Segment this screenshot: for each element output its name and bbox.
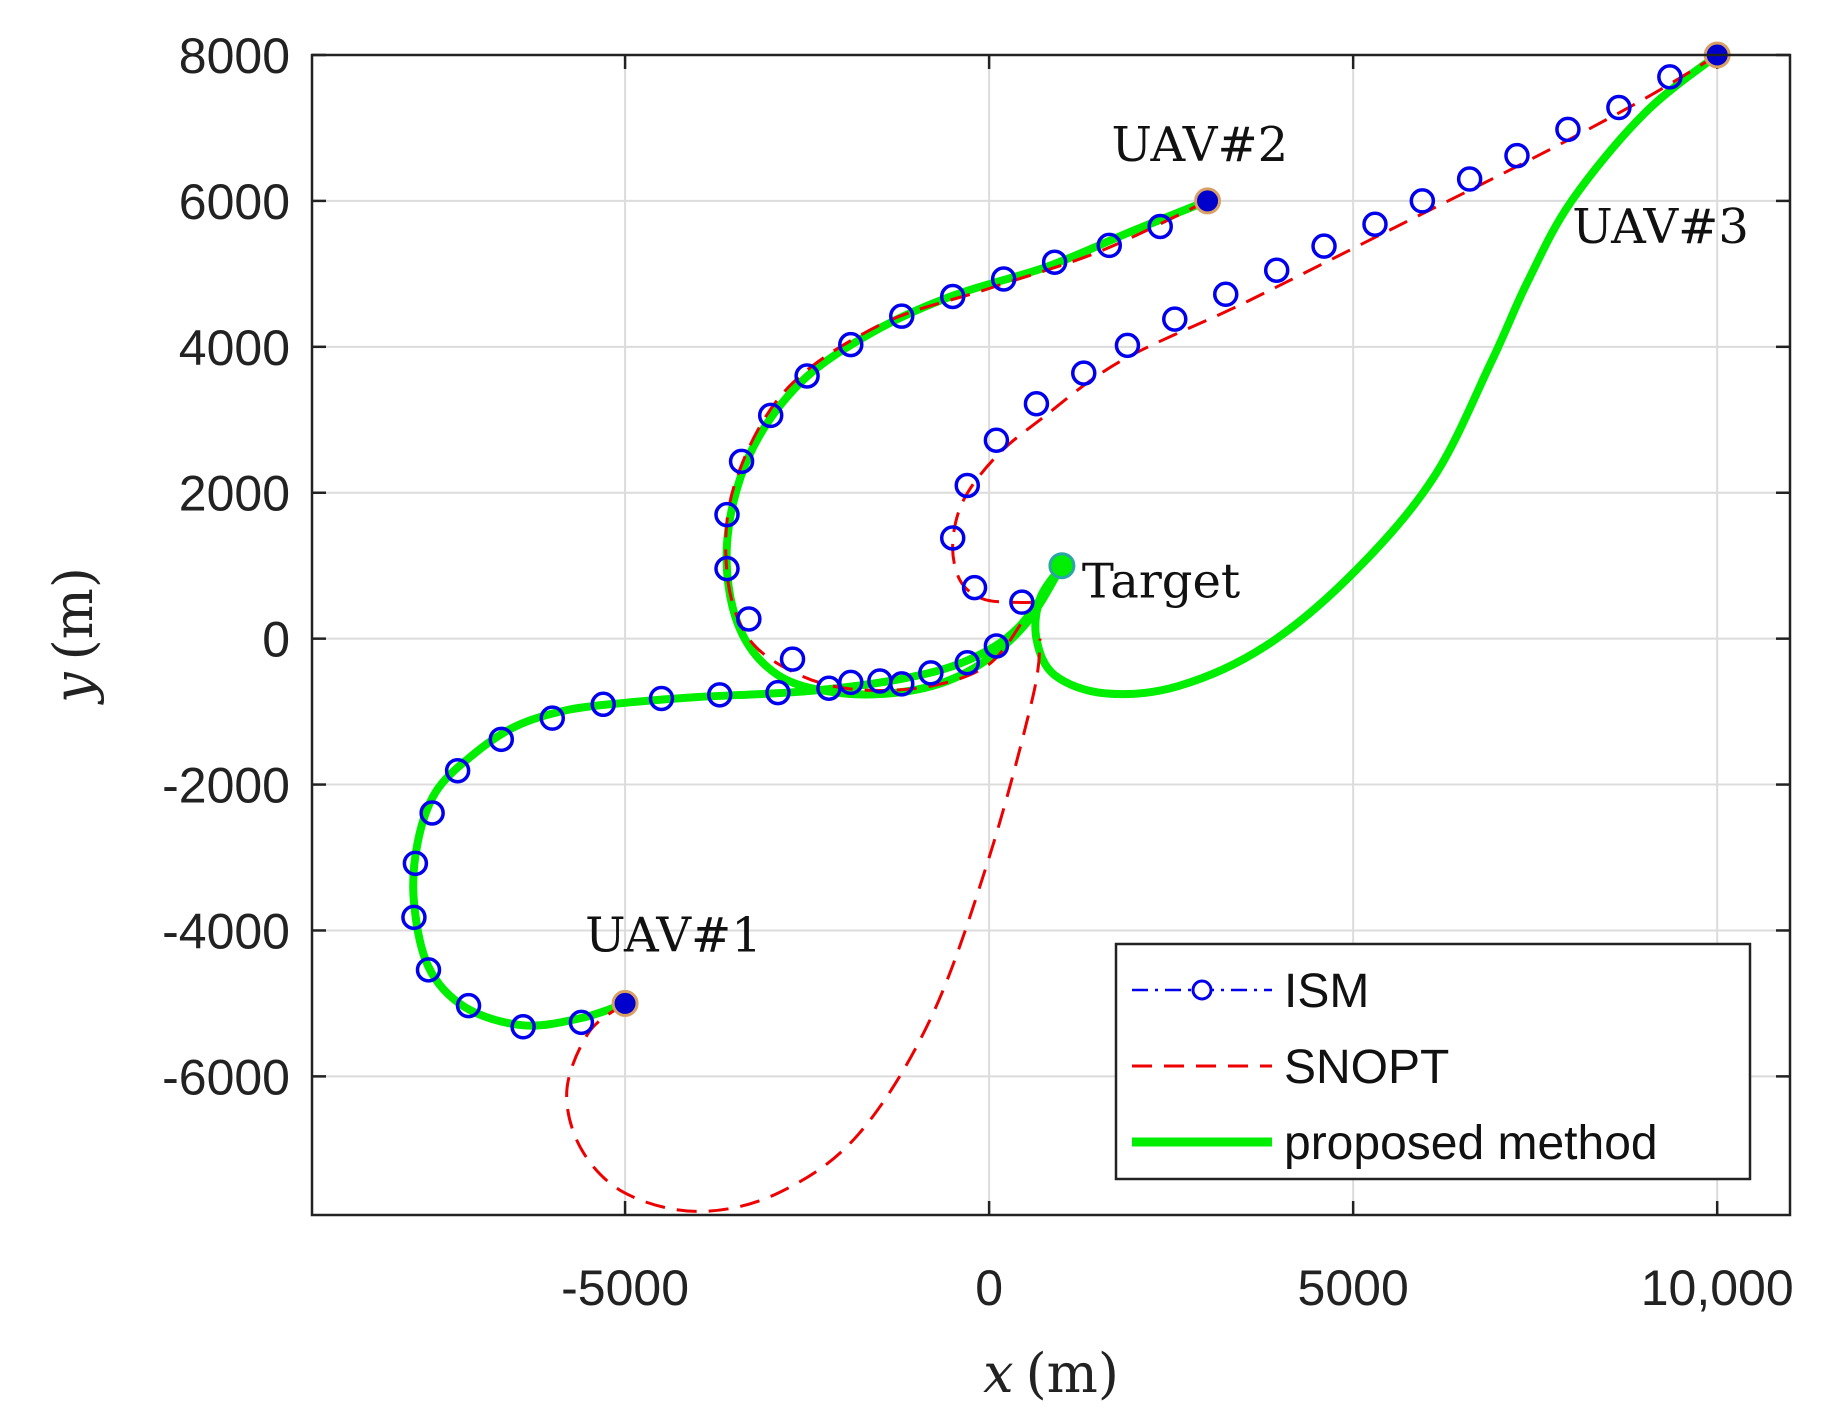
marker-uav1 [611,989,639,1017]
y-tick-label: 6000 [179,174,290,230]
y-tick-label: -6000 [162,1049,290,1105]
annotation-target: Target [1082,554,1240,610]
snopt-line-uav3 [951,53,1718,604]
ism-marker-uav2 [736,606,762,632]
ism-marker-uav1 [401,904,427,931]
ticks [312,53,1790,1215]
ism-marker-uav1 [706,682,733,708]
x-tick-label: -5000 [561,1260,689,1316]
ism-marker-uav2 [990,266,1017,292]
series-layer [401,51,1722,1213]
ism-marker-uav3 [961,574,988,601]
ism-marker-uav2 [714,555,740,582]
ism-marker-uav1 [455,992,482,1019]
ism-marker-uav3 [1504,142,1530,169]
ism-marker-uav3 [1023,390,1050,417]
legend-marker-ism [1191,979,1213,1001]
ism-marker-uav2 [757,402,784,429]
ism-marker-uav3 [939,525,966,551]
point-markers [611,41,1731,1017]
ism-marker-uav3 [1555,116,1581,143]
proposed-method-line-uav3 [1031,51,1722,699]
ism-marker-uav1 [918,660,944,686]
y-axis-var: y [42,671,105,705]
ism-marker-uav1 [402,850,429,877]
y-tick-label: -2000 [162,758,290,814]
ism-marker-uav3 [1009,589,1035,615]
ism-marker-uav3 [1456,166,1483,192]
ism-marker-uav2 [888,671,915,697]
legend-label-proposed: proposed method [1284,1117,1658,1170]
ism-marker-uav1 [590,691,616,718]
y-tick-label: 8000 [179,28,290,84]
ism-marker-uav2 [794,363,820,389]
ism-marker-uav3 [1114,332,1141,359]
annotation-uav3: UAV#3 [1572,199,1749,255]
ism-marker-uav2 [779,646,806,672]
ism-marker-uav2 [1041,249,1068,275]
ism-marker-uav3 [1212,281,1239,308]
ism-marker-uav3 [1606,94,1632,121]
y-tick-label: 2000 [179,466,290,522]
legend-label-snopt: SNOPT [1284,1041,1449,1094]
x-tick-label: 5000 [1298,1260,1409,1316]
ism-marker-uav3 [1071,360,1097,386]
marker-target [1048,552,1076,580]
y-axis-unit: (m) [42,567,105,660]
ism-marker-uav3 [1409,188,1436,214]
ism-marker-uav2 [1147,213,1173,240]
annotation-uav2: UAV#2 [1112,117,1289,173]
ism-marker-uav1 [954,649,981,676]
ism-marker-uav1 [648,685,675,712]
y-tick-label: 4000 [179,320,290,376]
ism-marker-uav1 [568,1009,595,1036]
x-axis-var: x [983,1342,1013,1405]
ism-marker-uav3 [983,427,1010,453]
x-axis-title: x (m) [983,1342,1119,1405]
ism-marker-uav2 [838,331,864,358]
ism-marker-uav3 [1263,257,1290,283]
ism-marker-uav3 [1311,233,1337,259]
ism-marker-uav2 [939,283,966,310]
ism-marker-uav1 [419,800,445,826]
x-tick-label: 10,000 [1641,1260,1794,1316]
x-axis-unit: (m) [1026,1342,1119,1405]
legend-label-ism: ISM [1284,965,1369,1018]
ism-marker-uav3 [954,472,981,499]
ism-marker-uav3 [1362,211,1388,238]
y-axis-title: y (m) [42,567,105,705]
ism-marker-uav3 [983,633,1010,659]
ism-marker-uav1 [415,957,442,983]
legend: ISM SNOPT proposed method [1114,942,1752,1181]
ism-marker-uav1 [510,1014,536,1040]
annotation-uav1: UAV#1 [585,907,762,963]
y-tick-label: -4000 [162,903,290,959]
marker-uav2 [1194,187,1222,215]
annotations: UAV#1 UAV#2 UAV#3 Target [585,117,1749,964]
ism-marker-uav2 [1096,232,1122,259]
ism-marker-uav3 [1657,64,1683,90]
plot-frame [310,53,1792,1217]
ism-marker-uav1 [539,705,566,731]
y-tick-label: 0 [262,612,290,668]
ism-marker-uav2 [714,501,740,528]
x-tick-label: 0 [975,1260,1003,1316]
tick-labels: -5000 0 5000 10,000 8000 6000 4000 2000 0 -2000 -4… [162,28,1794,1316]
ism-marker-uav1 [765,679,791,706]
ism-marker-uav2 [728,448,755,475]
ism-marker-uav3 [1162,306,1188,332]
ism-marker-uav2 [888,303,915,329]
ism-marker-uav1 [444,757,471,784]
ism-marker-uav2 [838,669,864,696]
ism-marker-uav1 [488,726,515,753]
